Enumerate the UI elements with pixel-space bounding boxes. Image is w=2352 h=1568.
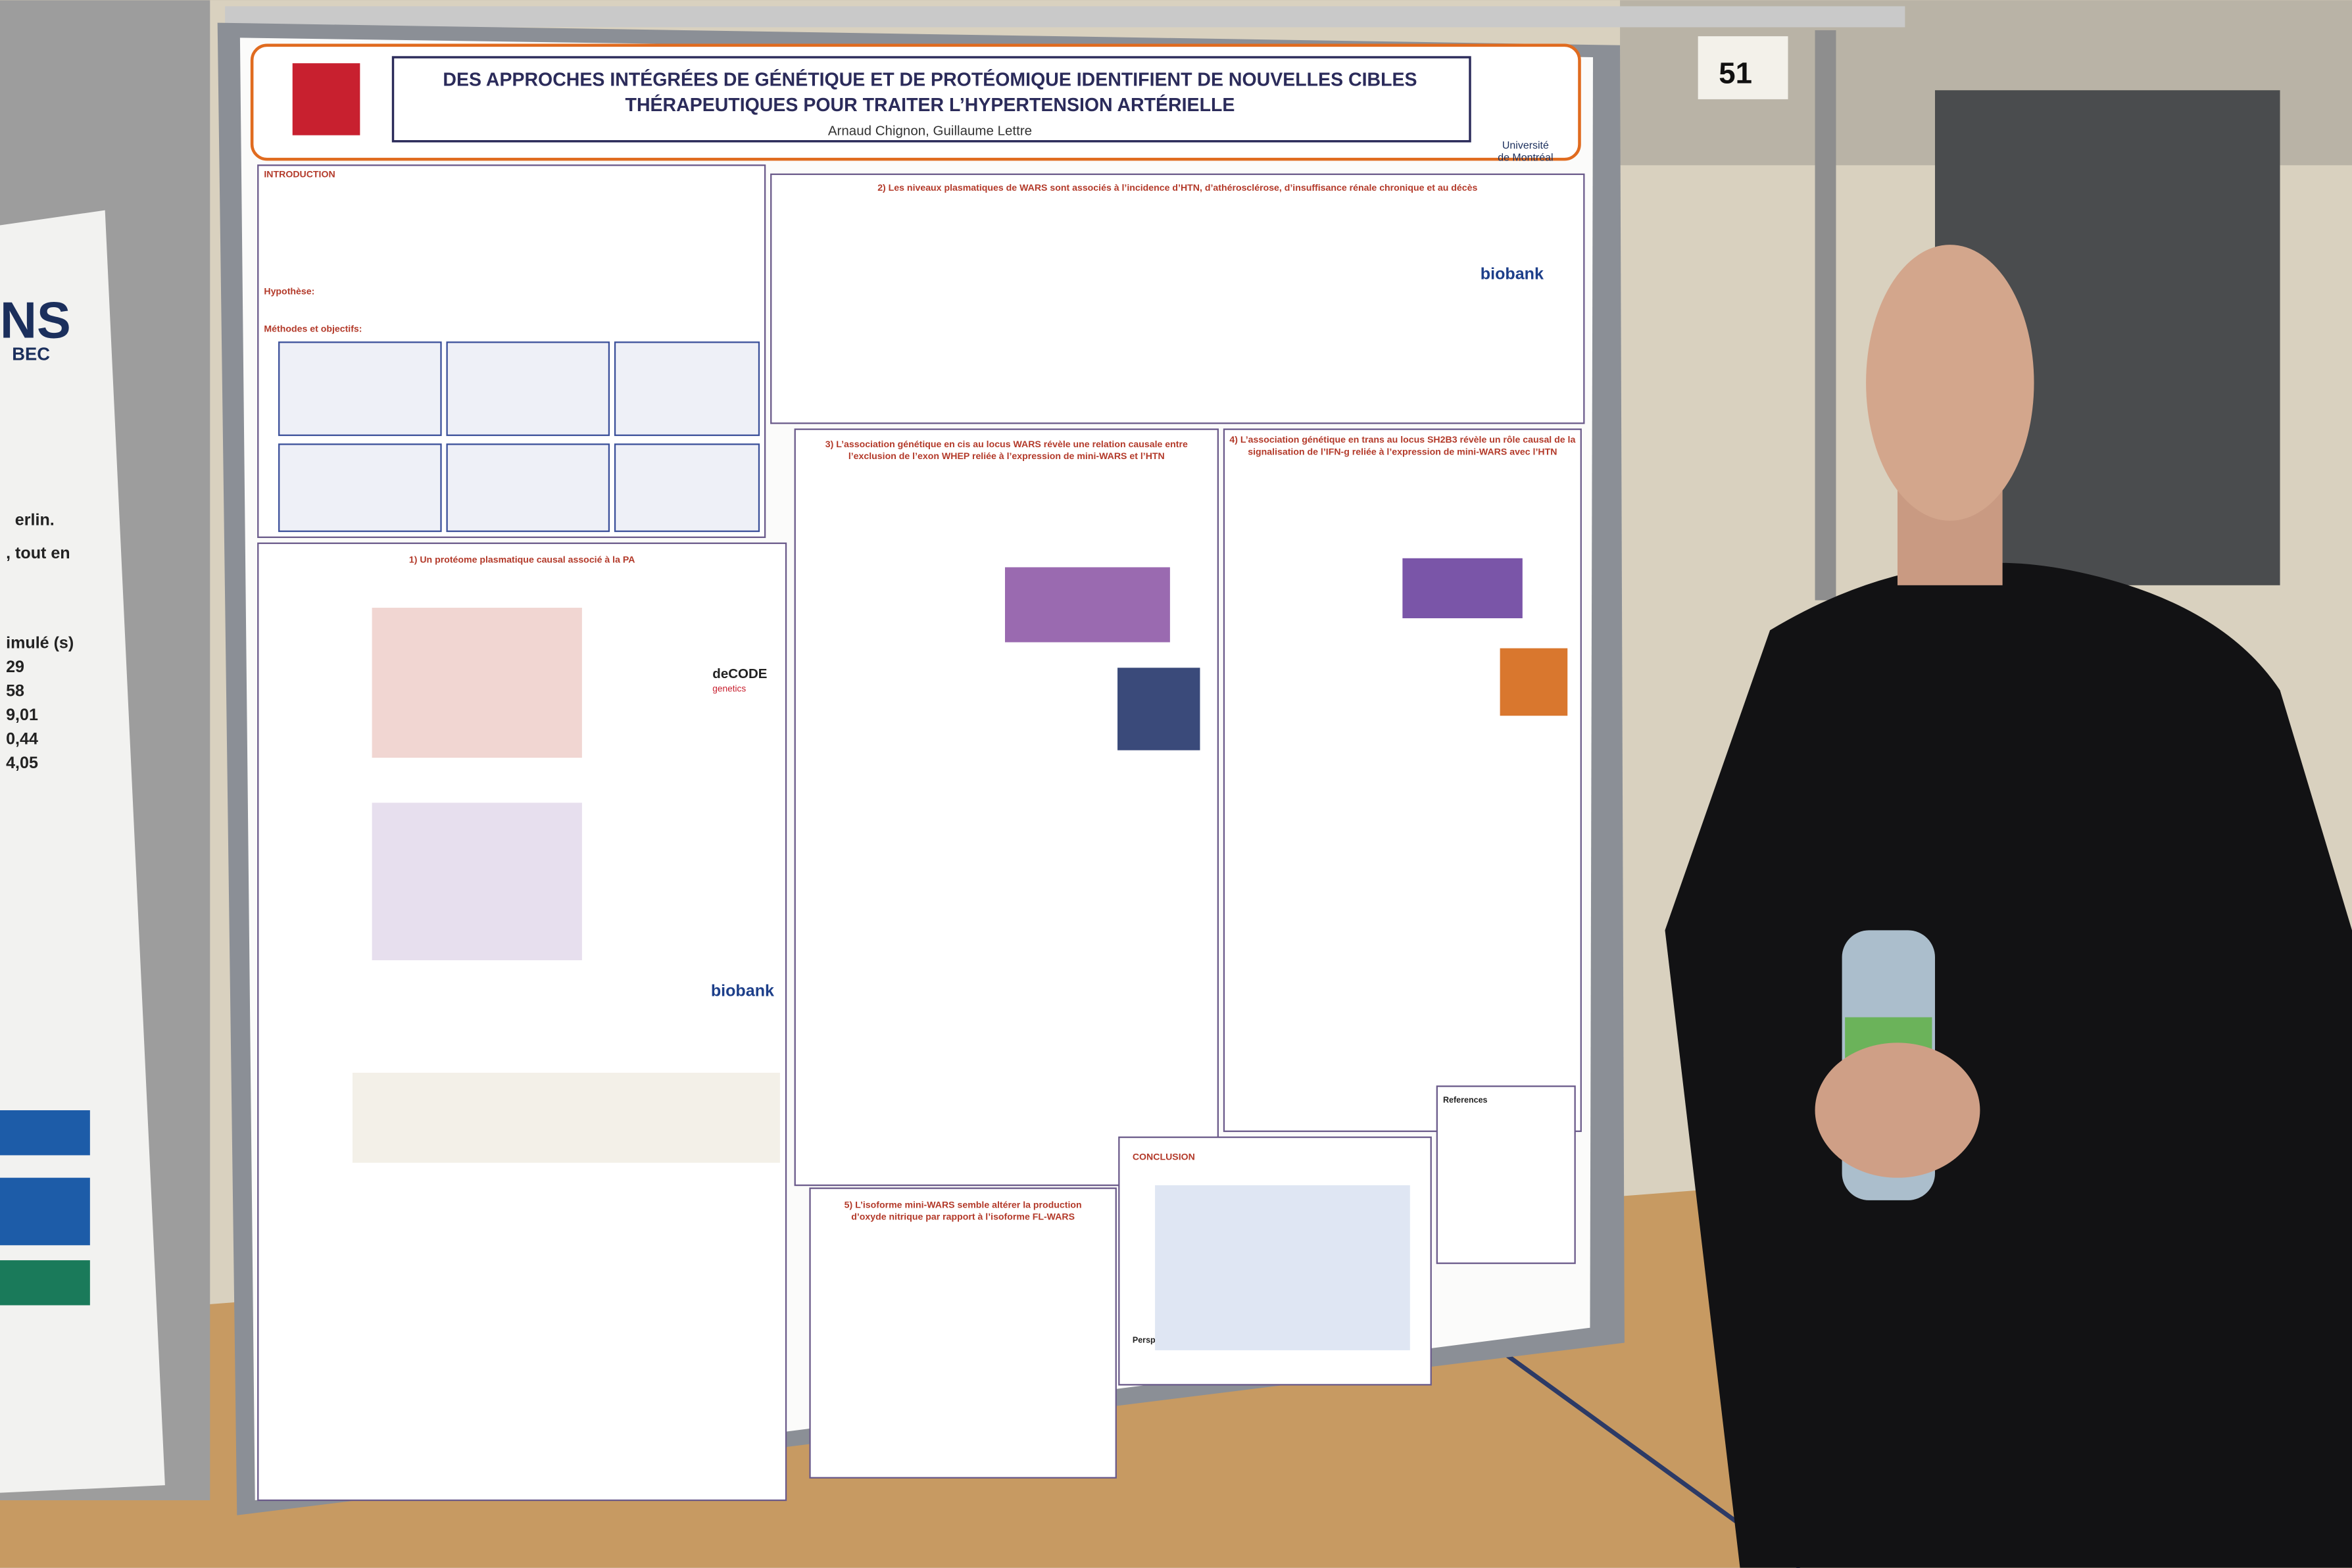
subheading: References — [1443, 1096, 1488, 1105]
section-heading: 3) L’association génétique en cis au loc… — [825, 439, 1188, 449]
panel — [770, 173, 1585, 424]
section-heading: INTRODUCTION — [264, 168, 335, 179]
affiliation: de Montréal — [1498, 152, 1553, 163]
left-box — [0, 1110, 90, 1156]
person-head — [1866, 245, 2034, 521]
logo: biobank — [1481, 265, 1544, 283]
authors: Arnaud Chignon, Guillaume Lettre — [828, 124, 1032, 139]
bar — [225, 6, 1905, 28]
left-text: 4,05 — [6, 754, 38, 772]
stand-pole — [1815, 30, 1836, 600]
panel — [809, 1187, 1117, 1479]
header-frame — [250, 43, 1581, 161]
heatmap — [372, 802, 582, 960]
left-text: 29 — [6, 658, 24, 676]
section-heading: d’oxyde nitrique par rapport à l’isoform… — [851, 1212, 1075, 1222]
manhattan-plot — [352, 1073, 780, 1163]
method-boxes — [278, 341, 760, 532]
scatter — [1117, 668, 1200, 750]
person-body — [1665, 562, 2352, 1568]
heatmap — [1402, 558, 1523, 618]
left-fragments: NS BEC erlin. , tout en imulé (s) 29 58 … — [0, 293, 74, 773]
section-heading: 1) Un protéome plasmatique causal associ… — [409, 554, 635, 565]
panel — [794, 428, 1219, 1187]
section-heading: signalisation de l’IFN-g reliée à l’expr… — [1248, 446, 1557, 456]
panel — [1223, 428, 1582, 1133]
heatmap — [1005, 567, 1170, 643]
affiliation: Université — [1502, 140, 1549, 151]
heatmap — [372, 608, 582, 758]
left-text: imulé (s) — [6, 634, 74, 652]
sign — [1698, 36, 1788, 99]
left-text: BEC — [12, 344, 50, 364]
panel — [1436, 1085, 1576, 1264]
section-heading: 5) L’isoforme mini-WARS semble altérer l… — [845, 1199, 1082, 1210]
person-hands — [1815, 1042, 1980, 1178]
subheading: Hypothèse: — [264, 285, 314, 296]
method-box — [446, 341, 610, 436]
section-heading: CONCLUSION — [1133, 1151, 1195, 1162]
method-box — [278, 341, 442, 436]
title-line: THÉRAPEUTIQUES POUR TRAITER L’HYPERTENSI… — [625, 95, 1235, 116]
left-box — [0, 1177, 90, 1246]
section-heading: l’exclusion de l’exon WHEP reliée à l’ex… — [848, 451, 1165, 461]
left-box — [0, 1260, 90, 1306]
method-box — [278, 443, 442, 532]
left-text: 58 — [6, 682, 24, 700]
left-text: 9,01 — [6, 706, 38, 724]
logo: deCODE — [712, 666, 767, 681]
logo: biobank — [711, 982, 774, 1000]
left-text: NS — [0, 293, 71, 349]
left-text: , tout en — [6, 544, 70, 562]
method-box — [614, 341, 760, 436]
logo: genetics — [712, 684, 746, 694]
scatter — [1500, 648, 1568, 716]
title-line: DES APPROCHES INTÉGRÉES DE GÉNÉTIQUE ET … — [443, 69, 1417, 90]
flowchart — [1155, 1185, 1410, 1350]
section-heading: 2) Les niveaux plasmatiques de WARS sont… — [877, 182, 1477, 193]
left-text: 0,44 — [6, 730, 38, 748]
left-poster — [0, 210, 165, 1493]
method-box — [614, 443, 760, 532]
heart-logo — [292, 63, 360, 135]
title-box — [391, 56, 1471, 143]
sign-number: 51 — [1719, 56, 1752, 89]
section-heading: 4) L’association génétique en trans au l… — [1229, 434, 1575, 445]
method-box — [446, 443, 610, 532]
subheading: Méthodes et objectifs: — [264, 323, 362, 333]
left-text: erlin. — [15, 511, 55, 529]
